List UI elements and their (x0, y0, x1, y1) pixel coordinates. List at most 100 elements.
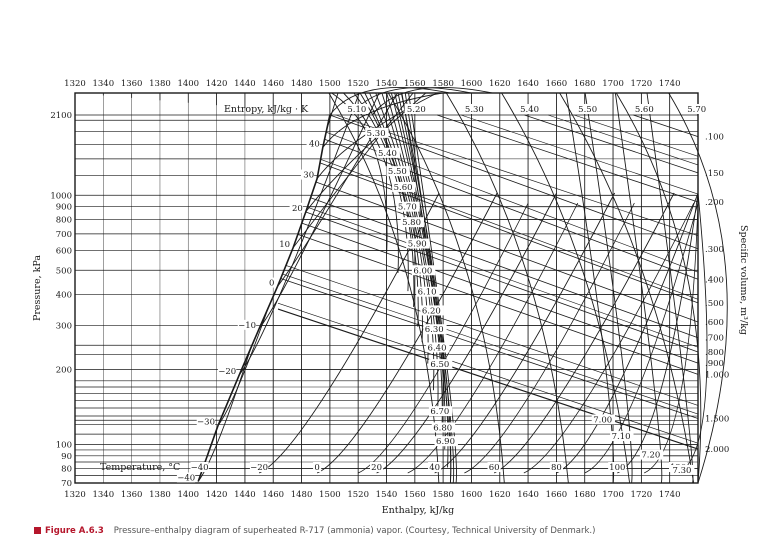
specific-volume-line (319, 162, 699, 304)
specific-volume-line (436, 114, 699, 203)
entropy-curve (331, 92, 388, 253)
saturation-layer (74, 93, 670, 484)
specific-volume-line (307, 206, 699, 348)
plot-frame (74, 92, 699, 484)
specific-volume-tick-label: 2.000 (705, 445, 729, 455)
temperature-curve (464, 202, 635, 474)
temperature-tick-label: −20 (250, 463, 268, 473)
entropy-tick-label: 5.50 (578, 105, 597, 115)
bottom-enthalpy-tick-label: 1320 (64, 490, 86, 500)
bottom-enthalpy-tick-label: 1400 (177, 490, 199, 500)
top-enthalpy-tick-label: 1340 (92, 79, 114, 89)
bottom-enthalpy-tick-label: 1640 (517, 490, 539, 500)
specific-volume-tick-label: .500 (705, 299, 724, 309)
specific-volume-tick-label: .800 (705, 348, 724, 358)
entropy-curve-label: 6.80 (433, 423, 452, 433)
pressure-tick-label: 70 (61, 479, 72, 489)
specific-volume-tick-label: .300 (705, 245, 724, 255)
specific-volume-line (633, 114, 699, 137)
entropy-curve (668, 92, 728, 484)
specific-volume-line (282, 273, 699, 415)
entropy-curve (381, 92, 435, 391)
specific-volume-line (524, 114, 699, 174)
temperature-curve (292, 92, 414, 249)
entropy-curve-label: 6.20 (422, 306, 441, 316)
pressure-tick-label: 300 (56, 322, 72, 332)
temperature-tick-label: 40 (429, 463, 440, 473)
pressure-tick-label: 80 (61, 465, 72, 475)
entropy-tick-label: 5.60 (635, 105, 654, 115)
top-enthalpy-tick-label: 1700 (602, 79, 624, 89)
entropy-curve (559, 92, 695, 484)
caption-text: Pressure–enthalpy diagram of superheated… (113, 526, 596, 536)
pressure-tick-label: 400 (56, 290, 72, 300)
top-enthalpy-tick-label: 1420 (206, 79, 228, 89)
pressure-enthalpy-chart: 1320 1320 1340 1340 1360 1360 1380 1380 1400 1400… (32, 79, 749, 516)
top-enthalpy-tick-label: 1460 (262, 79, 284, 89)
saturation-temperature-label: 30 (303, 171, 314, 181)
top-enthalpy-tick-label: 1560 (404, 79, 426, 89)
specific-volume-tick-label: 1.000 (705, 370, 729, 380)
top-enthalpy-tick-label: 1480 (291, 79, 313, 89)
entropy-curve-label: 5.40 (378, 149, 397, 159)
entropy-curve-label: 5.90 (408, 240, 427, 250)
bottom-enthalpy-tick-label: 1740 (659, 490, 681, 500)
entropy-curve-label: 5.70 (398, 203, 417, 213)
top-enthalpy-tick-label: 1400 (177, 79, 199, 89)
entropy-tick-label: 5.70 (687, 105, 706, 115)
temperature-curve (556, 192, 699, 474)
temperature-curve (493, 192, 675, 474)
top-enthalpy-tick-label: 1540 (376, 79, 398, 89)
saturation-temperature-label: 0 (269, 279, 274, 289)
bottom-enthalpy-tick-label: 1600 (461, 490, 483, 500)
bottom-enthalpy-tick-label: 1720 (631, 490, 653, 500)
saturation-temperature-label: −10 (238, 321, 256, 331)
entropy-curve-label: 5.60 (394, 183, 413, 193)
specific-volume-tick-label: .700 (705, 334, 724, 344)
entropy-curve-label: 5.50 (388, 167, 407, 177)
specific-volume-tick-label: .150 (705, 169, 724, 179)
bottom-enthalpy-tick-label: 1360 (121, 490, 143, 500)
bottom-enthalpy-tick-label: 1560 (404, 490, 426, 500)
top-enthalpy-tick-label: 1500 (319, 79, 341, 89)
specific-volume-line (324, 138, 699, 280)
entropy-curve-label: 6.00 (413, 266, 432, 276)
y-axis-title: Pressure, kPa (32, 255, 43, 321)
temperature-curve (617, 192, 699, 474)
specific-volume-line (573, 114, 699, 157)
temperature-curve (371, 86, 493, 116)
bottom-enthalpy-tick-label: 1440 (234, 490, 256, 500)
bottom-enthalpy-tick-label: 1680 (574, 490, 596, 500)
temperature-curve (238, 92, 360, 376)
bottom-enthalpy-tick-label: 1420 (206, 490, 228, 500)
specific-volume-tick-label: .600 (705, 318, 724, 328)
temperature-curve (316, 92, 438, 179)
saturation-temperature-label: 10 (279, 240, 290, 250)
temperature-tick-label: 0 (314, 463, 319, 473)
temperature-curve (644, 202, 699, 474)
specific-volume-tick-label: .400 (705, 275, 724, 285)
entropy-tick-label: 5.30 (465, 105, 484, 115)
entropy-curve-label: 6.10 (418, 288, 437, 298)
entropy-curve-label: 7.00 (593, 415, 612, 425)
top-enthalpy-tick-label: 1520 (347, 79, 369, 89)
specific-volume-tick-label: .100 (705, 133, 724, 143)
pressure-tick-label: 200 (56, 365, 72, 375)
bottom-enthalpy-tick-label: 1520 (347, 490, 369, 500)
specific-volume-line (315, 181, 699, 323)
entropy-curve-label: 6.30 (425, 325, 444, 335)
temperature-curve (584, 202, 699, 474)
top-enthalpy-tick-label: 1680 (574, 79, 596, 89)
saturation-left-mask (75, 93, 330, 483)
entropy-curve (387, 92, 505, 484)
entropy-curve (359, 92, 415, 307)
caption-marker (34, 526, 41, 534)
top-enthalpy-tick-label: 1360 (121, 79, 143, 89)
entropy-curve-label: 6.40 (428, 343, 447, 353)
x-axis-title: Enthalpy, kJ/kg (382, 505, 455, 516)
entropy-curve (614, 92, 663, 484)
entropy-axis-title: Entropy, kJ/kg · K (224, 104, 309, 115)
saturation-temperature-label: −30 (197, 418, 215, 428)
entropy-curve (404, 92, 455, 484)
entropy-curve (565, 92, 615, 484)
